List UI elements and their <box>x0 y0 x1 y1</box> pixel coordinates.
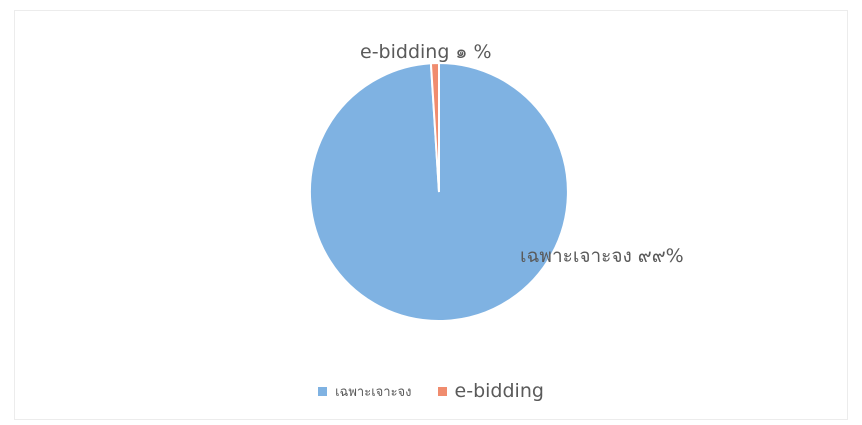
data-label-specific: เฉพาะเจาะจง ๙๙% <box>520 245 684 267</box>
legend-label-specific: เฉพาะเจาะจง <box>335 384 412 400</box>
chart-legend: เฉพาะเจาะจง e-bidding <box>0 380 862 402</box>
legend-label-ebidding: e-bidding <box>454 380 544 402</box>
pie-slice-ebidding <box>429 61 440 193</box>
pie-slices <box>308 61 569 322</box>
data-label-ebidding: e-bidding ๑ % <box>360 41 492 63</box>
legend-item-ebidding: e-bidding <box>437 380 544 402</box>
legend-item-specific: เฉพาะเจาะจง <box>318 381 412 402</box>
legend-swatch-ebidding <box>437 386 447 396</box>
legend-swatch-specific <box>318 386 328 396</box>
